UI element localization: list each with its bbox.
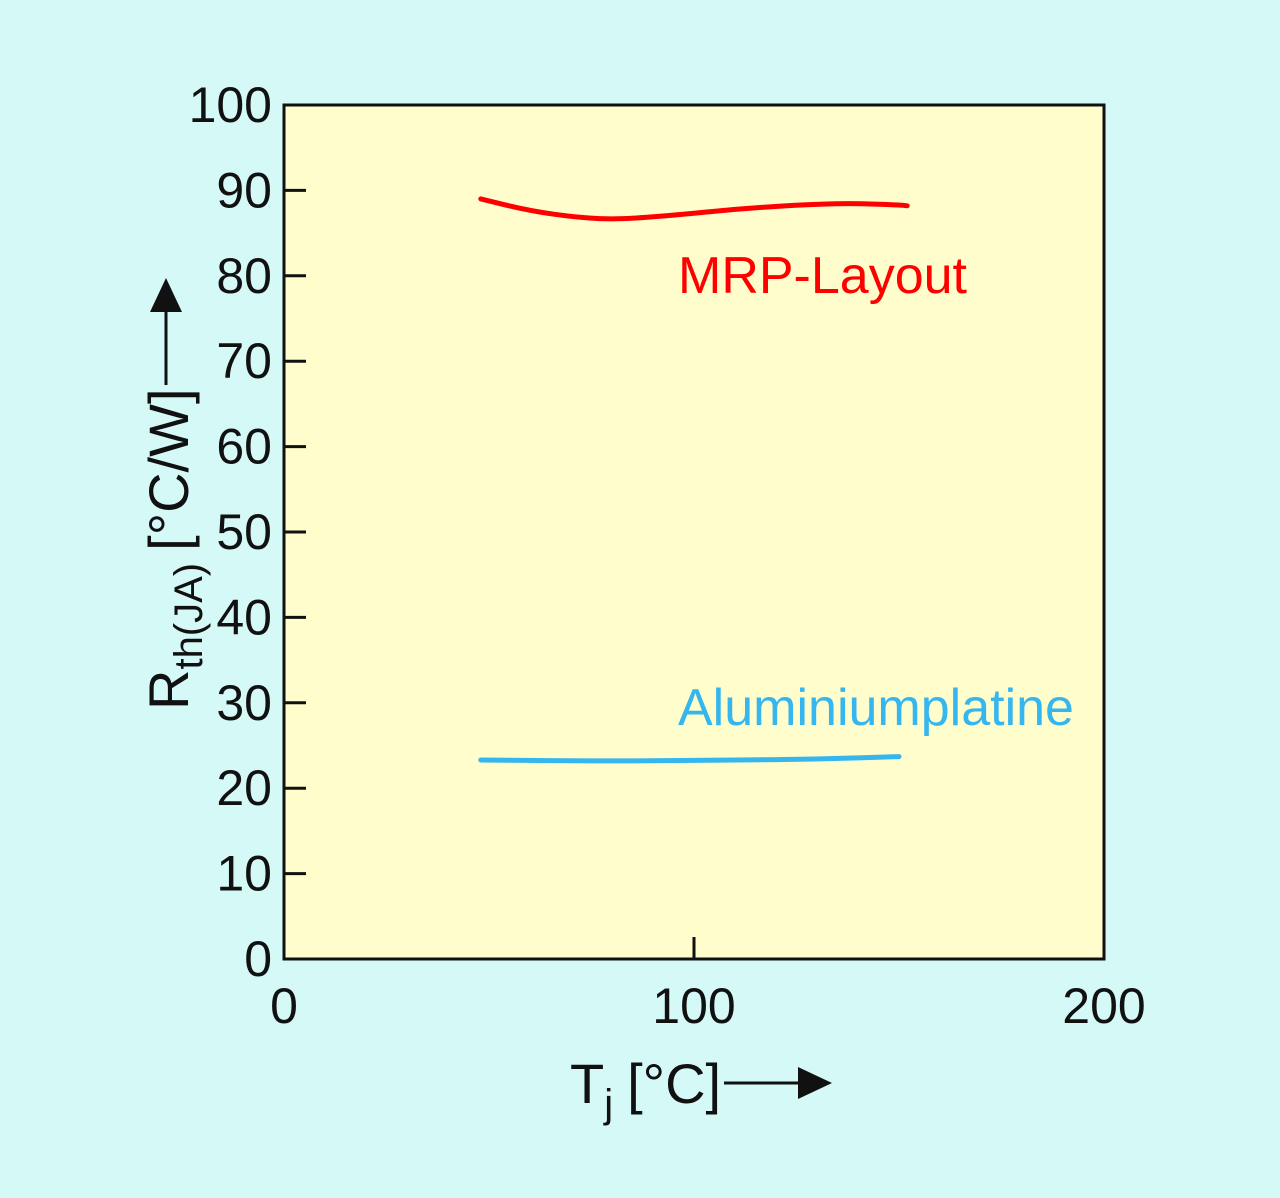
y-axis-ticks: 0 10 20 30 40 50 60 70 80 90 100 (189, 77, 306, 987)
y-tick-label: 40 (216, 589, 272, 645)
series-line-aluminiumplatine (478, 754, 902, 764)
y-tick-label: 60 (216, 419, 272, 475)
y-axis-title-unit: [°C/W] (137, 388, 200, 550)
x-tick-label: 200 (1062, 978, 1145, 1034)
y-tick-label: 50 (216, 504, 272, 560)
x-tick-label: 100 (652, 978, 735, 1034)
plot-area (282, 103, 1106, 961)
x-axis-ticks: 0 100 200 (270, 937, 1146, 1034)
series-label-aluminiumplatine: Aluminiumplatine (678, 679, 1074, 737)
series-label-mrp-layout: MRP-Layout (678, 247, 968, 305)
x-axis-title-unit: [°C] (627, 1052, 721, 1115)
y-axis-title-main: R (137, 670, 200, 710)
x-tick-label: 0 (270, 978, 298, 1034)
y-tick-label: 80 (216, 248, 272, 304)
series-layer (478, 196, 910, 764)
series-line-mrp-layout (478, 196, 910, 222)
x-axis-title-main: T (570, 1052, 604, 1115)
y-tick-label: 0 (244, 931, 272, 987)
y-tick-label: 20 (216, 760, 272, 816)
y-tick-label: 100 (189, 77, 272, 133)
y-axis-title-sub: th(JA) (167, 563, 211, 670)
x-axis-title-sub: j (603, 1082, 613, 1126)
x-axis-arrow-icon (724, 1067, 832, 1099)
y-axis-title: Rth(JA) [°C/W] (137, 388, 211, 710)
y-tick-label: 90 (216, 162, 272, 218)
y-tick-label: 30 (216, 675, 272, 731)
y-tick-label: 70 (216, 333, 272, 389)
y-axis-arrow-icon (150, 278, 182, 385)
svg-text:Rth(JA)[°C/W]: Rth(JA) [°C/W] (137, 388, 211, 710)
x-axis-title: Tj [°C] (570, 1052, 721, 1126)
y-tick-label: 10 (216, 846, 272, 902)
